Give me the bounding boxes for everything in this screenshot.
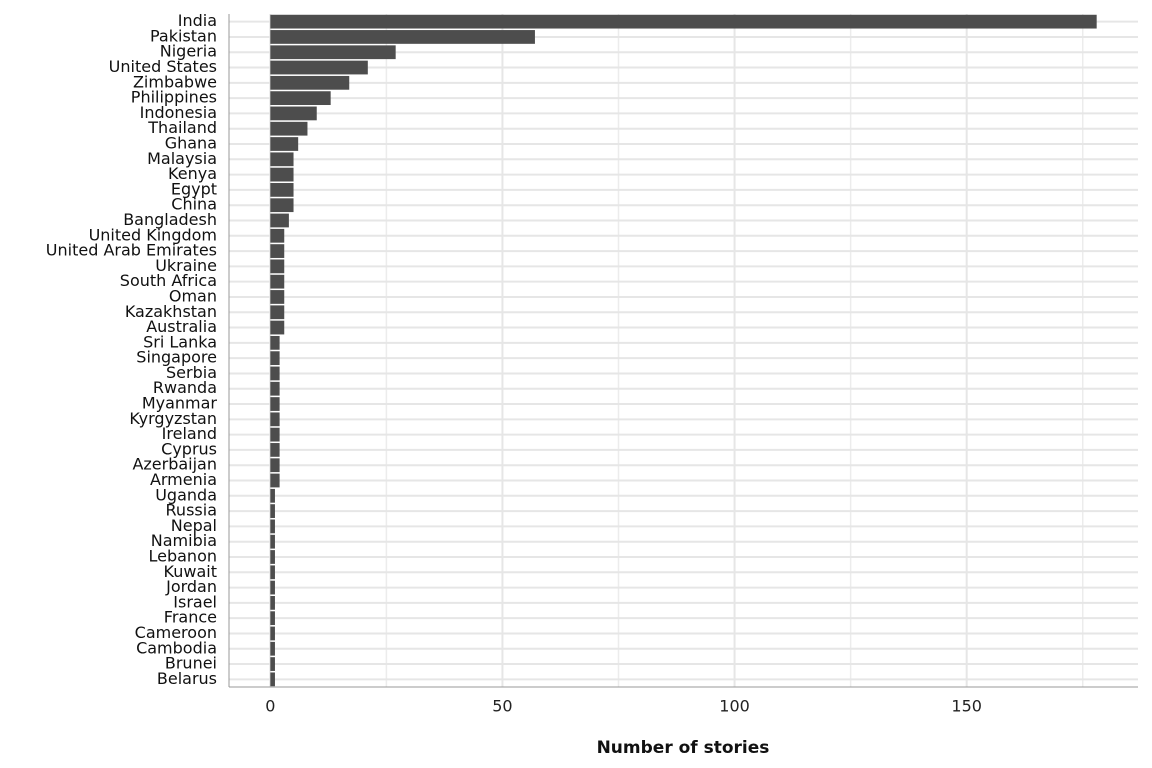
y-tick-label: Zimbabwe <box>133 72 217 91</box>
bar <box>270 443 280 457</box>
y-tick-label: Nepal <box>171 516 217 535</box>
bar <box>270 565 275 580</box>
y-tick-label: Cyprus <box>161 439 217 458</box>
bar <box>270 121 308 136</box>
y-tick-label: Ghana <box>165 134 217 153</box>
y-tick-label: United States <box>109 57 217 76</box>
bar <box>270 305 285 320</box>
y-tick-label: Belarus <box>157 669 217 688</box>
y-tick-label: Thailand <box>147 118 217 137</box>
y-tick-label: Lebanon <box>148 546 217 565</box>
y-tick-label: Uganda <box>155 485 217 504</box>
y-tick-label: Jordan <box>165 577 217 596</box>
bar <box>270 320 285 335</box>
bar <box>270 641 275 656</box>
y-tick-label: Oman <box>169 286 217 305</box>
bar <box>270 137 299 151</box>
bar <box>270 167 294 182</box>
bar <box>270 335 280 350</box>
bar <box>270 488 275 503</box>
y-tick-label: Brunei <box>165 654 217 673</box>
bar <box>270 473 280 488</box>
bar <box>270 427 280 442</box>
y-tick-label: Kyrgyzstan <box>129 409 217 428</box>
y-tick-label: Cambodia <box>136 638 217 657</box>
y-tick-label: Serbia <box>166 363 217 382</box>
y-tick-label: United Kingdom <box>89 225 217 244</box>
bar <box>270 458 280 473</box>
y-tick-label: Israel <box>173 592 217 611</box>
bar <box>270 611 275 626</box>
y-tick-label: Pakistan <box>150 26 217 45</box>
y-tick-label: China <box>171 195 217 214</box>
bar <box>270 244 285 258</box>
bar <box>270 213 289 228</box>
x-tick-label: 150 <box>951 697 982 716</box>
bar <box>270 580 275 595</box>
y-tick-label: Singapore <box>136 348 217 367</box>
y-tick-label: Sri Lanka <box>143 332 217 351</box>
y-tick-label: United Arab Emirates <box>46 241 217 260</box>
y-tick-label: Indonesia <box>140 103 217 122</box>
y-tick-label: Malaysia <box>147 149 217 168</box>
bar <box>270 30 535 44</box>
y-tick-label: South Africa <box>120 271 217 290</box>
x-tick-label: 100 <box>719 697 750 716</box>
y-tick-label: Nigeria <box>160 42 217 61</box>
bar <box>270 106 317 121</box>
y-tick-label: Kuwait <box>164 562 217 581</box>
bar <box>270 504 275 518</box>
bar <box>270 152 294 167</box>
y-tick-label: Philippines <box>131 88 217 107</box>
bar <box>270 595 275 610</box>
y-tick-label: Namibia <box>151 531 217 550</box>
bar <box>270 351 280 366</box>
bar <box>270 657 275 671</box>
bar <box>270 550 275 564</box>
bar <box>270 198 294 213</box>
y-tick-label: Azerbaijan <box>132 455 217 474</box>
bar <box>270 366 280 381</box>
y-tick-label: Bangladesh <box>123 210 217 229</box>
y-tick-label: France <box>164 608 217 627</box>
y-tick-label: Rwanda <box>153 378 217 397</box>
bar <box>270 259 285 274</box>
bar <box>270 274 285 289</box>
bar <box>270 412 280 427</box>
bar <box>270 672 275 687</box>
x-tick-label: 50 <box>492 697 512 716</box>
bar <box>270 14 1097 29</box>
bar <box>270 183 294 197</box>
bar <box>270 397 280 411</box>
y-tick-label: Ukraine <box>155 256 217 275</box>
bar <box>270 91 331 106</box>
bar <box>270 534 275 549</box>
bar <box>270 228 285 243</box>
y-tick-label: Kenya <box>168 164 217 183</box>
bar <box>270 75 350 90</box>
bar <box>270 626 275 641</box>
y-tick-label: India <box>178 11 217 30</box>
y-tick-label: Russia <box>166 501 217 520</box>
y-tick-label: Ireland <box>162 424 217 443</box>
bar <box>270 381 280 396</box>
bar <box>270 45 396 60</box>
x-axis-label: Number of stories <box>597 738 770 758</box>
bar <box>270 519 275 534</box>
y-tick-label: Kazakhstan <box>125 302 217 321</box>
bar <box>270 60 368 75</box>
y-tick-label: Australia <box>146 317 217 336</box>
y-tick-label: Egypt <box>171 179 217 198</box>
y-tick-label: Myanmar <box>142 394 218 413</box>
bar <box>270 290 285 304</box>
y-tick-label: Cameroon <box>135 623 217 642</box>
y-tick-label: Armenia <box>150 470 217 489</box>
x-tick-label: 0 <box>265 697 275 716</box>
